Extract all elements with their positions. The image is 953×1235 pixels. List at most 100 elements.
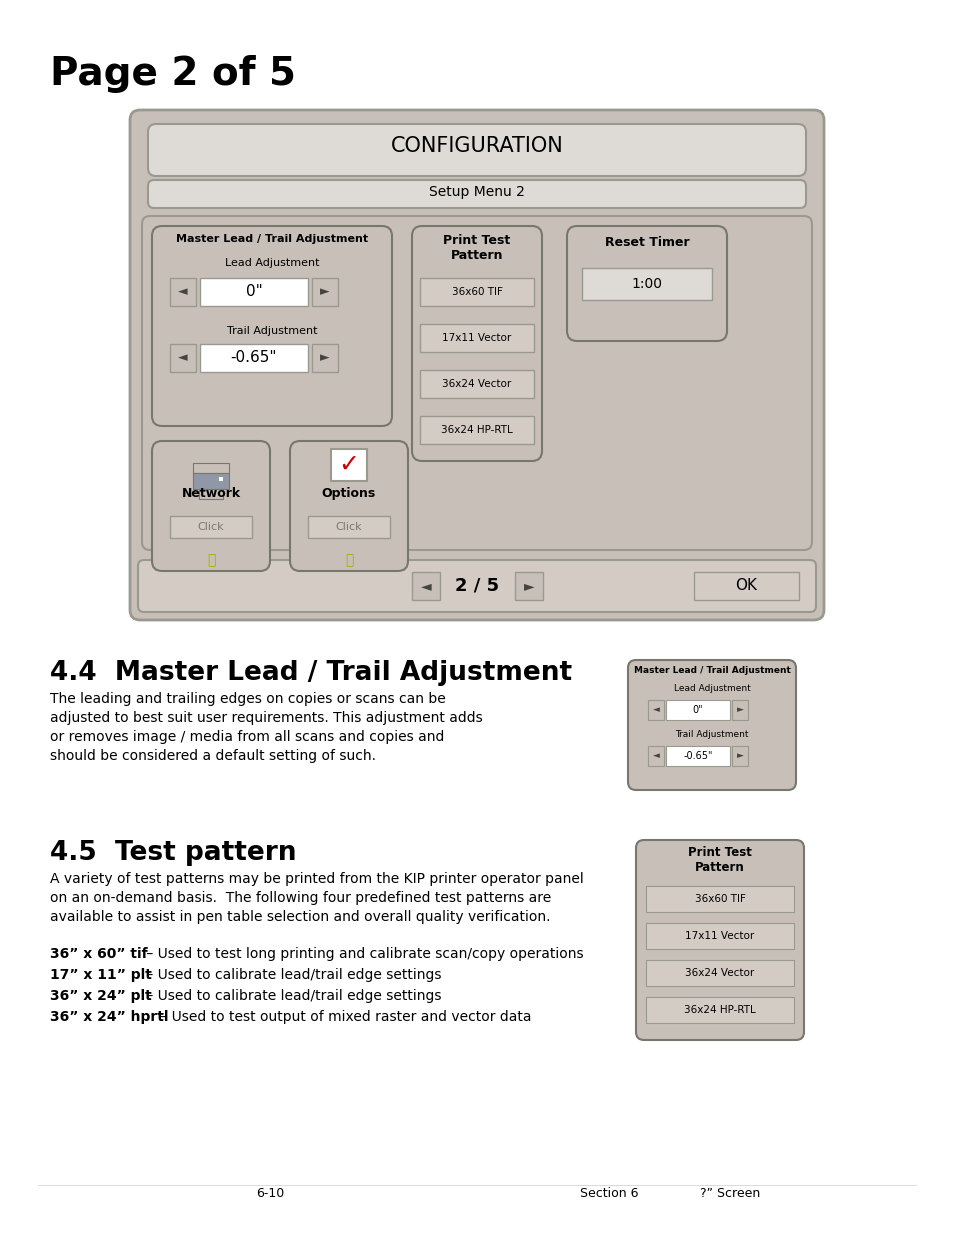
Bar [731, 700, 747, 720]
Text: 36” x 60” tif: 36” x 60” tif [50, 947, 148, 961]
Text: OK: OK [734, 578, 757, 594]
Text: ◄: ◄ [178, 352, 188, 364]
Text: Master Lead / Trail Adjustment: Master Lead / Trail Adjustment [175, 233, 368, 245]
Bar [665, 700, 729, 720]
Bar [312, 345, 337, 372]
Text: 36x60 TIF: 36x60 TIF [694, 894, 744, 904]
FancyBboxPatch shape [138, 559, 815, 613]
Text: – Used to test long printing and calibrate scan/copy operations: – Used to test long printing and calibra… [142, 947, 583, 961]
Text: 36x24 Vector: 36x24 Vector [684, 968, 754, 978]
Text: Section 6: Section 6 [579, 1187, 638, 1200]
Text: 6-10: 6-10 [255, 1187, 284, 1200]
Text: Trail Adjustment: Trail Adjustment [675, 730, 748, 739]
FancyBboxPatch shape [412, 226, 541, 461]
Bar [193, 463, 229, 473]
Text: ►: ► [320, 352, 330, 364]
Bar [515, 572, 542, 600]
FancyBboxPatch shape [290, 441, 408, 571]
Text: ◄: ◄ [420, 579, 431, 593]
Text: 4.5  Test pattern: 4.5 Test pattern [50, 840, 296, 866]
Bar [645, 960, 793, 986]
Text: 36x24 HP-RTL: 36x24 HP-RTL [440, 425, 513, 435]
Text: – Used to calibrate lead/trail edge settings: – Used to calibrate lead/trail edge sett… [142, 989, 441, 1003]
Bar [693, 572, 799, 600]
Text: 1:00: 1:00 [631, 277, 661, 291]
Text: CONFIGURATION: CONFIGURATION [390, 136, 563, 156]
Text: Master Lead / Trail Adjustment: Master Lead / Trail Adjustment [633, 666, 790, 676]
Bar [308, 516, 390, 538]
Bar [170, 516, 252, 538]
Bar [731, 746, 747, 766]
Text: -0.65": -0.65" [231, 351, 277, 366]
Bar [665, 746, 729, 766]
Bar [193, 473, 229, 489]
FancyBboxPatch shape [142, 216, 811, 550]
Bar [581, 268, 711, 300]
FancyBboxPatch shape [152, 441, 270, 571]
Bar [331, 450, 367, 480]
Text: or removes image / media from all scans and copies and: or removes image / media from all scans … [50, 730, 444, 743]
Text: 2 / 5: 2 / 5 [455, 577, 498, 595]
Text: 0": 0" [692, 705, 702, 715]
Bar [647, 746, 663, 766]
Text: 36” x 24” hprtl: 36” x 24” hprtl [50, 1010, 169, 1024]
Text: 36x60 TIF: 36x60 TIF [451, 287, 502, 296]
Bar [170, 278, 195, 306]
FancyBboxPatch shape [148, 180, 805, 207]
Text: on an on-demand basis.  The following four predefined test patterns are: on an on-demand basis. The following fou… [50, 890, 551, 905]
Text: 17” x 11” plt: 17” x 11” plt [50, 968, 152, 982]
Text: The leading and trailing edges on copies or scans can be: The leading and trailing edges on copies… [50, 692, 445, 706]
Bar [200, 278, 308, 306]
Bar [199, 489, 223, 499]
Text: ✓: ✓ [338, 453, 359, 477]
Text: ?” Screen: ?” Screen [700, 1187, 760, 1200]
Text: ◄: ◄ [652, 705, 659, 715]
Bar [645, 923, 793, 948]
Text: Network: Network [181, 487, 240, 500]
Text: 36” x 24” plt: 36” x 24” plt [50, 989, 152, 1003]
Bar [170, 345, 195, 372]
Bar [312, 278, 337, 306]
Text: 36x24 Vector: 36x24 Vector [442, 379, 511, 389]
Text: adjusted to best suit user requirements. This adjustment adds: adjusted to best suit user requirements.… [50, 711, 482, 725]
Text: -0.65": -0.65" [682, 751, 712, 761]
Bar [419, 370, 534, 398]
Bar [412, 572, 439, 600]
Text: Reset Timer: Reset Timer [604, 236, 689, 249]
FancyBboxPatch shape [566, 226, 726, 341]
Text: – Used to calibrate lead/trail edge settings: – Used to calibrate lead/trail edge sett… [142, 968, 441, 982]
Bar [219, 477, 223, 480]
Text: ►: ► [736, 752, 742, 761]
Text: – Used to test output of mixed raster and vector data: – Used to test output of mixed raster an… [156, 1010, 532, 1024]
FancyBboxPatch shape [636, 840, 803, 1040]
Text: 17x11 Vector: 17x11 Vector [442, 333, 511, 343]
Text: available to assist in pen table selection and overall quality verification.: available to assist in pen table selecti… [50, 910, 550, 924]
Text: 17x11 Vector: 17x11 Vector [684, 931, 754, 941]
Text: Print Test
Pattern: Print Test Pattern [687, 846, 751, 874]
FancyBboxPatch shape [130, 110, 823, 620]
Text: 0": 0" [245, 284, 262, 300]
Bar [419, 278, 534, 306]
Text: 4.4  Master Lead / Trail Adjustment: 4.4 Master Lead / Trail Adjustment [50, 659, 572, 685]
Text: Trail Adjustment: Trail Adjustment [227, 326, 317, 336]
Bar [419, 324, 534, 352]
Text: Lead Adjustment: Lead Adjustment [225, 258, 319, 268]
FancyBboxPatch shape [152, 226, 392, 426]
Bar [645, 885, 793, 911]
Text: Options: Options [321, 487, 375, 500]
Text: A variety of test patterns may be printed from the KIP printer operator panel: A variety of test patterns may be printe… [50, 872, 583, 885]
Text: Print Test
Pattern: Print Test Pattern [443, 233, 510, 262]
Text: Lead Adjustment: Lead Adjustment [673, 684, 750, 693]
Text: Page 2 of 5: Page 2 of 5 [50, 56, 295, 93]
Text: ⚿: ⚿ [344, 553, 353, 567]
Text: ⚿: ⚿ [207, 553, 215, 567]
Text: should be considered a default setting of such.: should be considered a default setting o… [50, 748, 375, 763]
Text: ►: ► [736, 705, 742, 715]
Text: Setup Menu 2: Setup Menu 2 [429, 185, 524, 199]
FancyBboxPatch shape [148, 124, 805, 177]
Bar [645, 997, 793, 1023]
Text: ◄: ◄ [652, 752, 659, 761]
Text: ►: ► [523, 579, 534, 593]
Text: ►: ► [320, 285, 330, 299]
Text: ◄: ◄ [178, 285, 188, 299]
